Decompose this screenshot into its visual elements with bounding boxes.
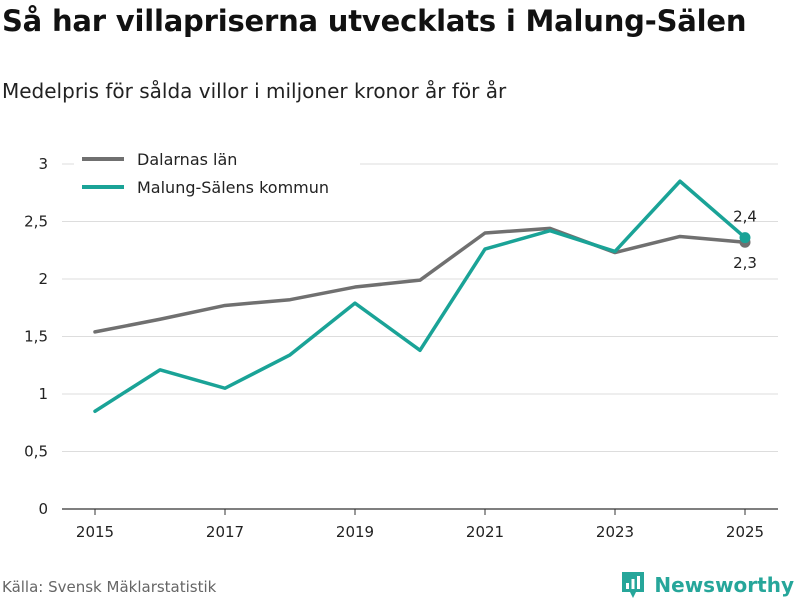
chart-subtitle: Medelpris för sålda villor i miljoner kr…: [2, 79, 507, 103]
x-tick-label: 2017: [206, 523, 244, 541]
grid-lines: [62, 163, 778, 510]
x-tick-label: 2025: [726, 523, 764, 541]
y-tick-label: 1: [38, 385, 48, 403]
newsworthy-logo-icon: [622, 572, 645, 598]
y-tick-label: 1,5: [24, 328, 48, 346]
x-tick-label: 2019: [336, 523, 374, 541]
y-tick-label: 3: [38, 155, 48, 173]
series-lines: [93, 179, 747, 413]
x-tick-label: 2023: [596, 523, 634, 541]
y-tick-label: 2,5: [24, 213, 48, 231]
brand-logo: Newsworthy: [620, 570, 794, 600]
series-end-label-1: 2,4: [733, 208, 757, 226]
x-axis-ticks: 2015 2017 2019 2021 2023 2025: [76, 509, 764, 541]
y-tick-label: 2: [38, 270, 48, 288]
y-tick-label: 0,5: [24, 443, 48, 461]
source-note: Källa: Svensk Mäklarstatistik: [2, 578, 217, 596]
brand-name: Newsworthy: [654, 573, 794, 597]
legend-label-0: Dalarnas län: [137, 150, 237, 169]
chart-title: Så har villapriserna utvecklats i Malung…: [2, 4, 747, 38]
legend-background: [74, 147, 360, 203]
x-tick-label: 2015: [76, 523, 114, 541]
legend: Dalarnas län Malung-Sälens kommun: [74, 147, 360, 203]
series-line-1: [93, 179, 747, 413]
series-line-0: [93, 226, 747, 334]
series-end-point-1: [739, 232, 751, 244]
x-tick-label: 2021: [466, 523, 504, 541]
y-axis-ticks: 0 0,5 1 1,5 2 2,5 3: [24, 155, 48, 518]
legend-label-1: Malung-Sälens kommun: [137, 178, 329, 197]
end-labels: 2,3 2,4: [733, 208, 757, 273]
y-tick-label: 0: [38, 500, 48, 518]
series-end-label-0: 2,3: [733, 254, 757, 272]
